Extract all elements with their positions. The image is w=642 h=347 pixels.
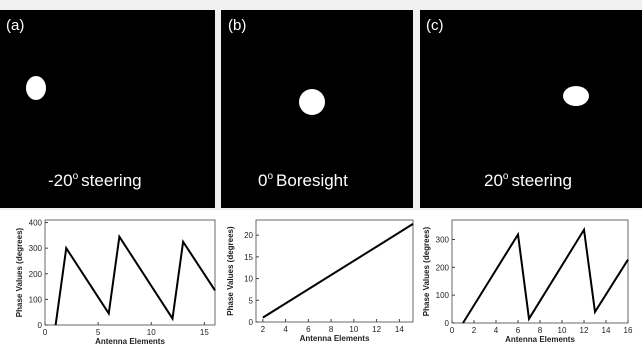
y-tick-label: 200 xyxy=(436,263,450,272)
label-sup: o xyxy=(73,171,79,182)
y-tick-label: 15 xyxy=(244,253,253,262)
label-rest: steering xyxy=(81,171,141,190)
y-tick-label: 100 xyxy=(29,295,43,304)
x-tick-label: 12 xyxy=(372,325,381,334)
x-axis-label: Antenna Elements xyxy=(300,334,370,343)
y-tick-label: 400 xyxy=(29,219,43,228)
plot-area xyxy=(452,220,628,323)
y-tick-label: 300 xyxy=(436,235,450,244)
panel-tag: (c) xyxy=(426,17,444,34)
panel-tag: (b) xyxy=(228,17,246,34)
label-sup: o xyxy=(503,171,509,182)
x-tick-label: 8 xyxy=(329,325,334,334)
y-tick-label: 100 xyxy=(436,291,450,300)
label-rest: steering xyxy=(511,171,571,190)
y-tick-label: 10 xyxy=(244,275,253,284)
x-axis-label: Antenna Elements xyxy=(95,337,165,346)
y-tick-label: 20 xyxy=(244,231,253,240)
label-sup: o xyxy=(267,171,273,182)
x-tick-label: 12 xyxy=(580,326,589,335)
beam-spot xyxy=(563,86,589,106)
x-tick-label: 10 xyxy=(558,326,567,335)
plot-area xyxy=(45,220,215,325)
x-tick-label: 15 xyxy=(200,328,209,337)
y-tick-label: 5 xyxy=(249,296,254,305)
y-tick-label: 200 xyxy=(29,270,43,279)
x-tick-label: 6 xyxy=(516,326,521,335)
x-tick-label: 4 xyxy=(283,325,288,334)
x-tick-label: 0 xyxy=(450,326,455,335)
x-tick-label: 2 xyxy=(472,326,477,335)
x-tick-label: 5 xyxy=(96,328,101,337)
label-main: 0 xyxy=(258,171,267,190)
beam-spot xyxy=(299,89,325,115)
chart: 0 5 10 15 20 2 4 6 8 10 12 14 Antenna Elements Phase … xyxy=(226,220,413,343)
x-tick-label: 4 xyxy=(494,326,499,335)
x-axis-label: Antenna Elements xyxy=(505,335,575,344)
y-tick-label: 0 xyxy=(249,318,254,327)
beam-spot xyxy=(26,76,46,100)
y-axis-label: Phase Values (degrees) xyxy=(226,226,235,316)
y-axis-label: Phase Values (degrees) xyxy=(422,226,431,316)
label-main: 20 xyxy=(484,171,503,190)
x-tick-label: 8 xyxy=(538,326,543,335)
y-axis-label: Phase Values (degrees) xyxy=(15,227,24,317)
y-tick-label: 300 xyxy=(29,244,43,253)
x-tick-label: 16 xyxy=(624,326,633,335)
label-rest: Boresight xyxy=(276,171,348,190)
x-tick-label: 2 xyxy=(261,325,266,334)
x-tick-label: 10 xyxy=(349,325,358,334)
x-tick-label: 14 xyxy=(395,325,404,334)
x-tick-label: 0 xyxy=(43,328,48,337)
x-tick-label: 10 xyxy=(147,328,156,337)
panel-tag: (a) xyxy=(6,17,24,34)
x-tick-label: 14 xyxy=(602,326,611,335)
x-tick-label: 6 xyxy=(306,325,311,334)
figure: (a) -20osteering (b) 0oBoresight (c) 20o… xyxy=(0,0,642,347)
label-main: -20 xyxy=(48,171,73,190)
